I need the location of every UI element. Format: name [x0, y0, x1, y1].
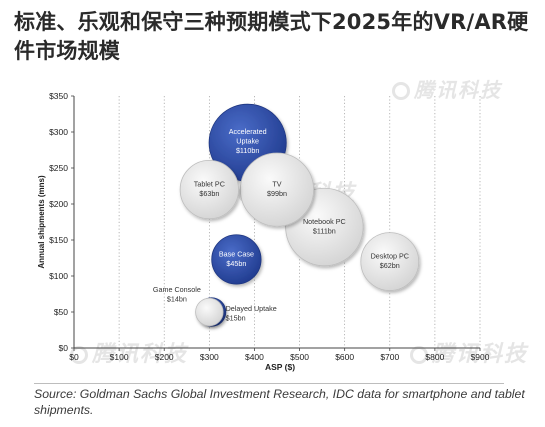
- bubble-tablet-pc: [179, 159, 239, 220]
- bubble-label-accelerated-uptake: Accelerated: [229, 127, 267, 136]
- tick-labels: $0 $50 $100 $150 $200 $250 $300 $350 $0 $100 $200 $…: [49, 91, 490, 362]
- bubble-label-tv: $99bn: [267, 189, 287, 198]
- source-note: Source: Goldman Sachs Global Investment …: [34, 387, 525, 417]
- x-axis-label: ASP ($): [265, 362, 295, 372]
- bubble-label-desktop-pc: Desktop PC: [371, 252, 409, 261]
- bubble-label-tablet-pc: Tablet PC: [194, 180, 225, 189]
- y-tick-label: $0: [59, 343, 69, 353]
- bubble-label-notebook-pc: $111bn: [313, 227, 336, 236]
- bubble-label-notebook-pc: Notebook PC: [303, 217, 346, 226]
- bubble-label-accelerated-uptake: $110bn: [236, 146, 259, 155]
- watermark-text: 腾讯科技: [414, 78, 502, 102]
- x-tick-label: $900: [471, 352, 490, 362]
- watermark-logo: 腾讯科技: [410, 336, 528, 368]
- watermark-text: 腾讯科技: [92, 342, 189, 367]
- x-tick-label: $500: [290, 352, 309, 362]
- watermark-logo: 腾讯科技: [392, 74, 502, 103]
- bubble-game-console: [195, 297, 224, 327]
- x-tick-label: $0: [69, 352, 79, 362]
- x-tick-label: $400: [245, 352, 264, 362]
- bubble-label-delayed-uptake: Delayed Uptake: [226, 304, 277, 313]
- bubble-tv: [239, 152, 315, 227]
- y-tick-label: $50: [54, 307, 68, 317]
- chart-title: 标准、乐观和保守三种预期模式下2025年的VR/AR硬件市场规模: [14, 10, 529, 63]
- y-tick-label: $100: [49, 271, 68, 281]
- watermark-text: 腾讯科技: [432, 342, 529, 367]
- x-tick-label: $700: [380, 352, 399, 362]
- y-tick-label: $150: [49, 235, 68, 245]
- axes: [71, 95, 481, 351]
- bubble-label-accelerated-uptake: Uptake: [236, 136, 259, 145]
- watermark-logo-icon: [392, 82, 410, 100]
- x-tick-label: $600: [335, 352, 354, 362]
- y-tick-label: $350: [49, 91, 68, 101]
- y-tick-label: $250: [49, 163, 68, 173]
- x-tick-label: $800: [425, 352, 444, 362]
- source-divider: [34, 383, 504, 384]
- bubble-label-base-case: $45bn: [226, 259, 246, 268]
- bubble-desktop-pc: [360, 232, 420, 291]
- y-tick-label: $300: [49, 127, 68, 137]
- x-tick-label: $200: [155, 352, 174, 362]
- bubbles: [179, 103, 420, 327]
- bubble-label-desktop-pc: $62bn: [380, 261, 400, 270]
- bubble-label-base-case: Base Case: [219, 249, 254, 258]
- bubble-label-game-console: $14bn: [167, 294, 187, 303]
- y-tick-label: $200: [49, 199, 68, 209]
- bubble-label-game-console: Game Console: [153, 285, 201, 294]
- x-tick-label: $100: [110, 352, 129, 362]
- bubble-label-tv: TV: [272, 180, 281, 189]
- x-tick-label: $300: [200, 352, 219, 362]
- y-axis-label: Annual shipments (mns): [37, 175, 46, 269]
- bubble-label-tablet-pc: $63bn: [199, 189, 219, 198]
- bubble-base-case: [211, 234, 262, 285]
- bubble-label-delayed-uptake: $15bn: [226, 314, 246, 323]
